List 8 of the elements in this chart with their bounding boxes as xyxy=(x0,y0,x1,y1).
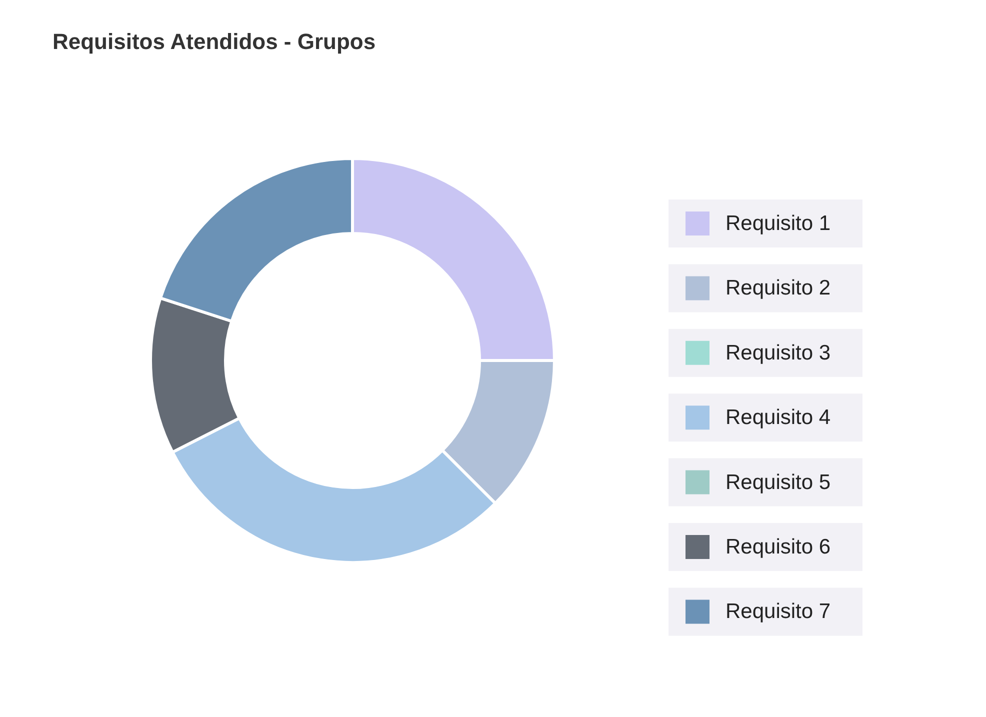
legend-label: Requisito 1 xyxy=(726,212,831,235)
legend-label: Requisito 3 xyxy=(726,341,831,364)
legend-label: Requisito 7 xyxy=(726,600,831,624)
legend-label: Requisito 4 xyxy=(726,406,831,430)
chart-title: Requisitos Atendidos - Grupos xyxy=(52,29,376,54)
legend-label: Requisito 5 xyxy=(726,470,831,494)
legend-label: Requisito 2 xyxy=(726,276,831,300)
legend-label: Requisito 6 xyxy=(726,536,831,558)
